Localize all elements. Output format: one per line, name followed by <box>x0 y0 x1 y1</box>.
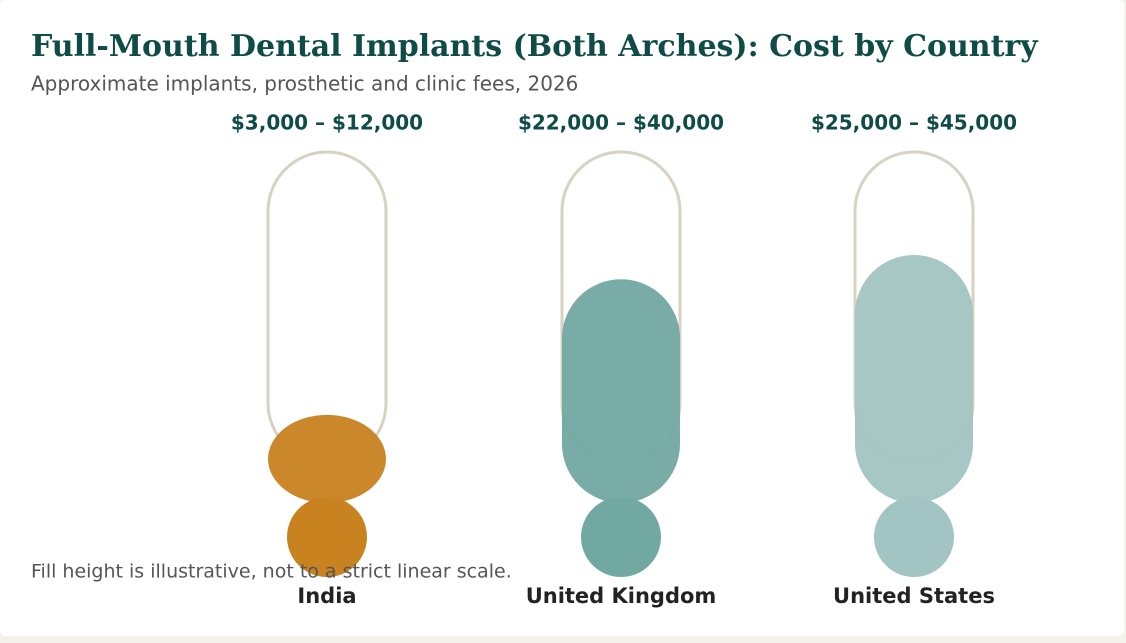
chart-title: Full-Mouth Dental Implants (Both Arches)… <box>31 29 1039 64</box>
category-label: United Kingdom <box>526 584 717 608</box>
fill-level <box>268 414 386 503</box>
fill-level <box>562 279 680 503</box>
category-label: United States <box>833 584 995 608</box>
category-label: India <box>297 584 356 608</box>
bulb <box>874 497 954 577</box>
thermometers: $3,000 – $12,000 India $22,000 – $40,000 Un… <box>231 111 1017 609</box>
bulb <box>287 497 367 577</box>
value-label: $25,000 – $45,000 <box>811 111 1017 135</box>
bulb <box>581 497 661 577</box>
fill-level <box>855 255 973 503</box>
value-label: $22,000 – $40,000 <box>518 111 724 135</box>
footnote: Fill height is illustrative, not to a st… <box>31 561 512 583</box>
value-label: $3,000 – $12,000 <box>231 111 423 135</box>
chart-subtitle: Approximate implants, prosthetic and cli… <box>31 72 578 96</box>
